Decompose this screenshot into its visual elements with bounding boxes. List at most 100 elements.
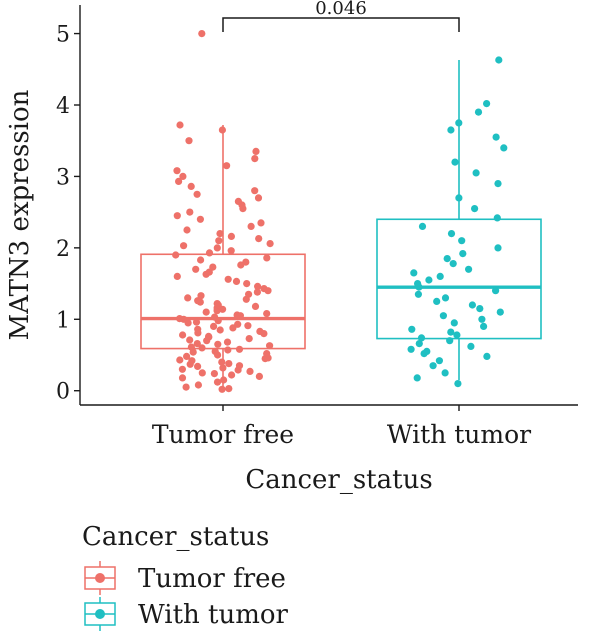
data-point — [476, 305, 484, 313]
data-point — [439, 312, 447, 320]
data-point — [446, 337, 454, 345]
legend-key-point — [95, 609, 105, 619]
data-point — [235, 362, 244, 370]
data-point — [478, 315, 486, 323]
data-point — [429, 362, 437, 370]
data-point — [186, 208, 194, 216]
y-axis-title: MATN3 expression — [5, 89, 35, 340]
data-point — [468, 301, 476, 309]
data-point — [266, 240, 274, 248]
data-point — [408, 325, 416, 333]
data-point — [447, 126, 455, 134]
data-point — [260, 285, 268, 293]
data-point — [223, 338, 232, 346]
data-point — [459, 250, 467, 258]
legend-item-with-tumor: With tumor — [84, 597, 289, 631]
data-point — [492, 133, 500, 141]
data-point — [495, 56, 503, 64]
data-point — [210, 322, 218, 330]
data-point — [205, 249, 214, 257]
data-point — [188, 357, 196, 365]
data-point — [194, 381, 202, 389]
data-point — [173, 272, 181, 280]
data-point — [465, 265, 473, 273]
data-point — [455, 119, 463, 127]
data-point — [254, 194, 263, 202]
data-point — [494, 244, 502, 252]
data-point — [209, 263, 217, 271]
y-tick-label: 1 — [56, 308, 70, 333]
data-point — [453, 331, 461, 339]
data-point — [224, 275, 232, 283]
data-point — [245, 335, 253, 343]
data-point — [198, 344, 206, 352]
data-point — [205, 268, 213, 276]
data-point — [218, 385, 226, 393]
data-point — [493, 214, 501, 222]
data-point — [178, 374, 187, 382]
data-point — [213, 244, 221, 252]
data-point — [192, 318, 201, 326]
y-tick-label: 2 — [56, 237, 70, 262]
data-point — [243, 280, 251, 288]
data-point — [184, 294, 192, 302]
data-point — [494, 180, 502, 188]
y-tick-label: 5 — [56, 23, 70, 48]
data-point — [194, 362, 202, 370]
data-point — [447, 230, 456, 238]
data-point — [173, 212, 181, 220]
data-point — [225, 360, 233, 368]
data-point — [417, 334, 426, 342]
data-point — [205, 332, 213, 340]
data-point — [433, 297, 441, 305]
data-point — [182, 383, 190, 391]
data-point — [187, 343, 195, 351]
legend-item-tumor-free: Tumor free — [84, 561, 286, 595]
plot-area — [140, 29, 542, 393]
x-axis-title: Cancer_status — [245, 465, 432, 495]
data-point — [245, 290, 253, 298]
axes: 0 1 2 3 4 5 Tumor free With tumor — [56, 5, 578, 449]
data-point — [228, 371, 236, 379]
data-point — [263, 310, 271, 318]
data-point — [183, 352, 191, 360]
data-point — [441, 294, 450, 302]
data-point — [214, 340, 222, 348]
data-point — [425, 276, 433, 284]
data-point — [234, 320, 242, 328]
data-point — [413, 374, 421, 382]
data-point — [492, 287, 500, 295]
data-point — [234, 197, 242, 205]
data-point — [441, 369, 449, 377]
data-point — [176, 356, 184, 364]
data-point — [257, 219, 265, 227]
data-point — [233, 311, 241, 319]
data-point — [223, 162, 231, 170]
data-point — [173, 167, 181, 175]
data-point — [254, 282, 262, 290]
data-point — [197, 256, 205, 264]
data-point — [179, 172, 187, 180]
x-tick-label: With tumor — [387, 420, 531, 449]
data-point — [415, 340, 423, 348]
data-point — [436, 272, 444, 280]
data-point — [251, 155, 259, 163]
data-point — [198, 369, 206, 377]
data-point — [251, 187, 259, 195]
data-point — [193, 340, 201, 348]
data-point — [235, 345, 244, 353]
data-point — [423, 347, 431, 355]
y-tick-label: 3 — [56, 165, 70, 190]
data-point — [218, 126, 226, 134]
data-point — [474, 108, 483, 116]
data-point — [224, 346, 232, 354]
data-point — [496, 308, 504, 316]
data-point — [227, 247, 235, 255]
data-point — [458, 237, 466, 245]
data-point — [246, 367, 254, 375]
data-point — [225, 385, 233, 393]
data-point — [242, 258, 250, 266]
data-point — [187, 182, 195, 190]
data-point — [256, 327, 264, 335]
legend-label: Tumor free — [138, 564, 286, 594]
